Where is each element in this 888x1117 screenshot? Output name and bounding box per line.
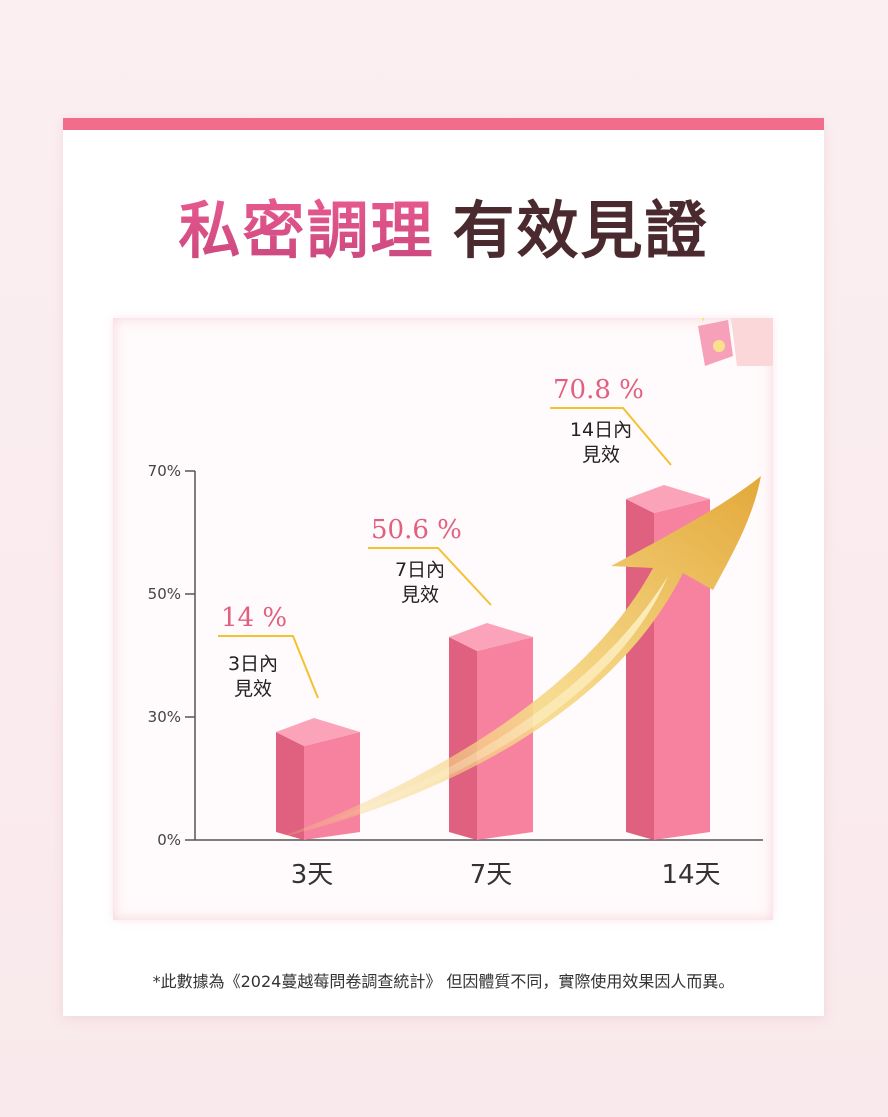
bar-top-face xyxy=(449,623,533,651)
callout-text: 見效 xyxy=(234,678,272,700)
bar-value-label: 50.6 % xyxy=(371,515,462,545)
y-tick-label: 30% xyxy=(148,708,181,726)
y-tick-label: 0% xyxy=(157,831,181,849)
hand xyxy=(731,276,791,366)
survey-card: 私密調理 有效見證 0% 30% 50% 70% 14 % 3日內 見效 50.6 % 7日內見… xyxy=(63,118,824,1016)
chart-bars xyxy=(276,485,710,840)
footnote: *此數據為《2024蔓越莓問卷調查統計》 但因體質不同，實際使用效果因人而異。 xyxy=(152,972,735,991)
chart-axes: 0% 30% 50% 70% xyxy=(148,462,763,849)
thumbs-up-icon xyxy=(698,276,791,366)
callout-text: 7日內 xyxy=(395,559,445,581)
y-tick-label: 50% xyxy=(148,585,181,603)
callout-text: 見效 xyxy=(401,584,439,606)
y-tick-label: 70% xyxy=(148,462,181,480)
leader-line xyxy=(218,635,319,699)
callout-text: 14日內 xyxy=(570,419,632,441)
cuff-button xyxy=(713,340,725,352)
sparkle-icon xyxy=(686,288,720,322)
growth-arrow-body xyxy=(278,476,761,838)
bar-value-label: 14 % xyxy=(221,603,287,633)
x-category-label: 14天 xyxy=(661,860,720,890)
bar-front-face xyxy=(304,732,360,840)
card-accent-bar xyxy=(63,118,824,130)
bar-side-face xyxy=(449,637,477,840)
callout-text: 見效 xyxy=(582,444,620,466)
chart-decorations xyxy=(686,276,805,408)
chart-x-labels: 3天 7天 14天 xyxy=(291,860,721,890)
leader-line xyxy=(550,407,672,466)
title-part-2: 有效見證 xyxy=(452,194,709,267)
x-category-label: 7天 xyxy=(470,860,513,890)
title-part-1: 私密調理 xyxy=(178,194,435,267)
page-title: 私密調理 有效見證 xyxy=(63,180,824,270)
bar-top-face xyxy=(626,485,710,513)
leader-line xyxy=(368,547,492,606)
bar-top-face xyxy=(276,718,360,746)
growth-arrow-icon xyxy=(278,476,761,838)
bar-side-face xyxy=(276,732,304,840)
x-category-label: 3天 xyxy=(291,860,334,890)
bar-value-label: 70.8 % xyxy=(553,375,644,405)
callout-text: 3日內 xyxy=(228,653,278,675)
chart-frame: 0% 30% 50% 70% 14 % 3日內 見效 50.6 % 7日內 見效 70.8 % 14… xyxy=(113,276,805,920)
